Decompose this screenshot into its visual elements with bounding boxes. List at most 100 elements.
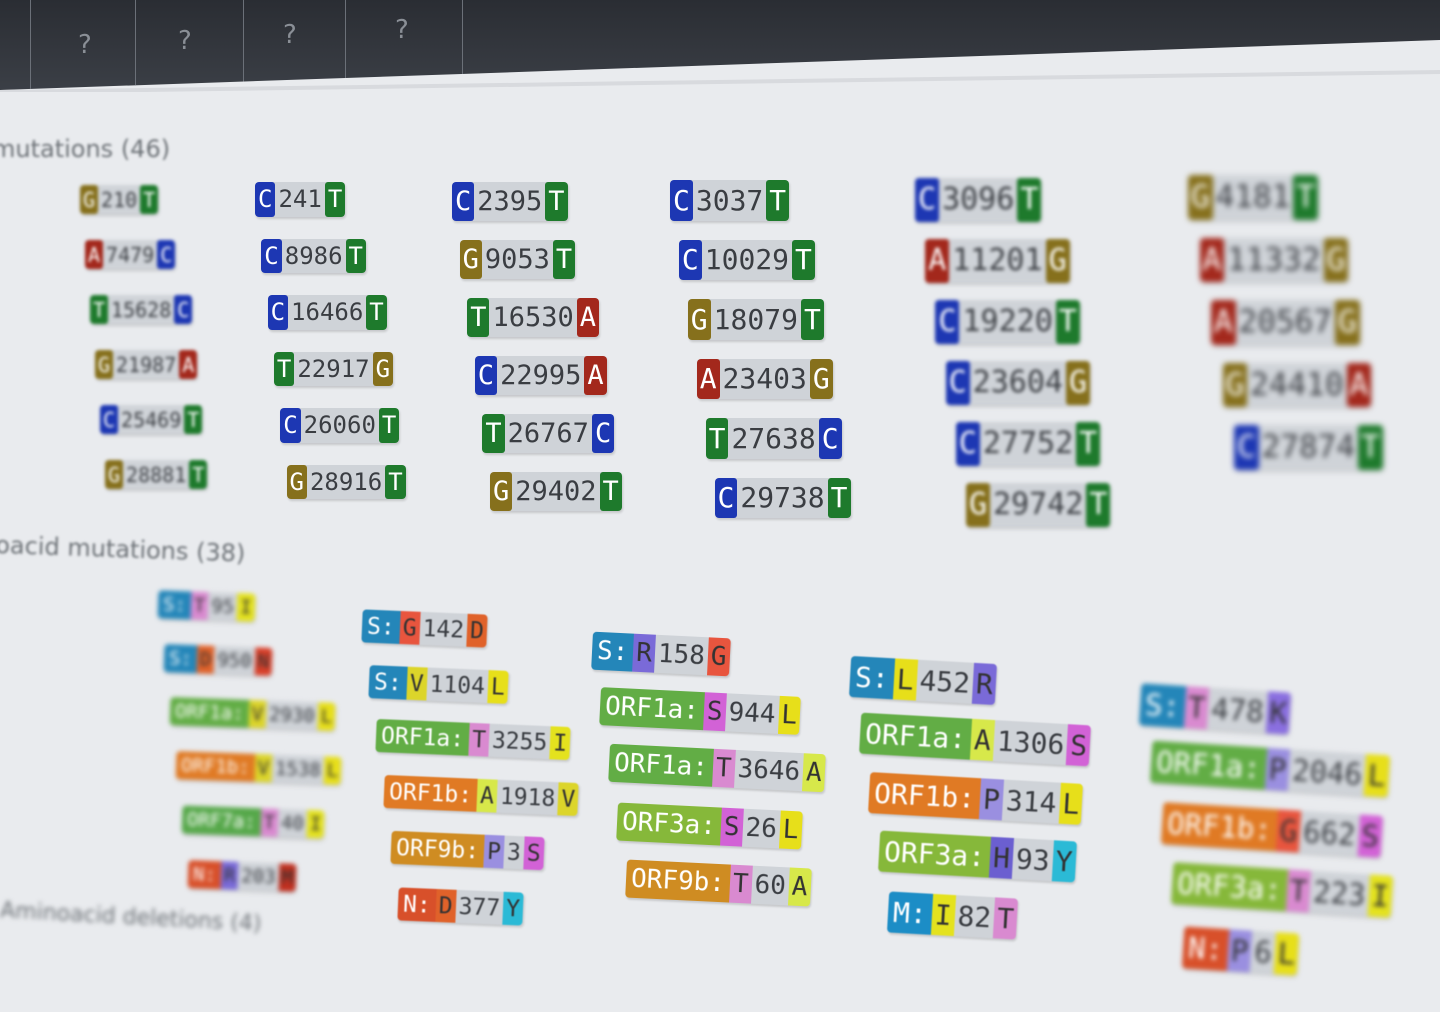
nucleotide-mutation-badge[interactable]: A 11332 G (1199, 237, 1349, 283)
alt-nucleotide: T (1358, 425, 1383, 470)
nucleotide-mutation-badge[interactable]: G 29742 T (966, 483, 1111, 527)
nucleotide-mutation-badge[interactable]: A 11201 G (925, 239, 1070, 283)
nucleotide-mutation-badge[interactable]: C 10029 T (678, 239, 815, 281)
position: 478 (1210, 691, 1265, 730)
aminoacid-mutation-badge[interactable]: N: P 6 L (1181, 926, 1300, 976)
ref-aminoacid: S (720, 807, 744, 846)
nucleotide-mutation-badge[interactable]: A 7479 C (85, 240, 176, 269)
nucleotide-mutation-badge[interactable]: C 23604 G (945, 361, 1091, 405)
nucleotide-mutation-badge[interactable]: G 4181 T (1188, 175, 1318, 220)
aminoacid-mutation-badge[interactable]: ORF7a: T 40 I (181, 805, 325, 839)
position: 944 (728, 697, 777, 730)
aminoacid-mutation-badge[interactable]: S: D 950 N (163, 644, 273, 676)
nucleotide-mutation-badge[interactable]: C 3096 T (915, 178, 1042, 222)
nucleotide-mutation-badge[interactable]: C 16466 T (267, 295, 387, 330)
aminoacid-mutation-badge[interactable]: S: G 142 D (361, 609, 488, 648)
nucleotide-mutation-badge[interactable]: C 27874 T (1234, 425, 1383, 470)
nucleotide-mutation-badge[interactable]: G 24410 A (1222, 362, 1372, 408)
aminoacid-mutation-badge[interactable]: ORF1b: P 314 L (868, 771, 1084, 825)
ref-aminoacid: S (703, 692, 727, 732)
aminoacid-mutation-badge[interactable]: S: T 95 I (157, 590, 256, 622)
alt-aminoacid: I (306, 809, 325, 839)
nucleotide-mutation-badge[interactable]: T 27638 C (705, 418, 842, 459)
aminoacid-mutation-badge[interactable]: ORF1a: P 2046 L (1149, 740, 1390, 798)
position: 15628 (111, 297, 172, 322)
aminoacid-mutation-badge[interactable]: S: L 452 R (848, 655, 998, 705)
ref-aminoacid: P (483, 835, 505, 870)
aminoacid-mutation-badge[interactable]: ORF1b: G 662 S (1160, 801, 1383, 858)
alt-nucleotide: G (1335, 300, 1360, 345)
nucleotide-mutation-badge[interactable]: C 241 T (255, 182, 346, 217)
gene-label: S: (163, 644, 198, 673)
nucleotide-mutation-badge[interactable]: G 9053 T (459, 240, 576, 280)
aminoacid-mutation-badge[interactable]: ORF9b: T 60 A (624, 859, 811, 906)
help-icon[interactable]: ? (395, 15, 409, 45)
alt-aminoacid: T (993, 897, 1019, 940)
aminoacid-mutation-badge[interactable]: ORF1a: T 3255 I (375, 719, 572, 761)
position: 210 (101, 187, 138, 212)
nucleotide-mutation-badge[interactable]: C 3037 T (670, 180, 790, 221)
aminoacid-mutation-badge[interactable]: S: V 1104 L (368, 664, 509, 704)
aminoacid-mutation-badge[interactable]: N: D 377 Y (397, 887, 524, 926)
nucleotide-mutation-badge[interactable]: A 23403 G (696, 358, 833, 400)
alt-nucleotide: T (140, 185, 159, 214)
position: 28916 (309, 467, 383, 496)
nucleotide-mutation-badge[interactable]: C 8986 T (261, 238, 366, 274)
nucleotide-mutation-badge[interactable]: C 2395 T (452, 182, 568, 222)
position: 28881 (126, 462, 187, 487)
ref-aminoacid: R (632, 633, 656, 673)
gene-label: S: (361, 609, 401, 645)
nucleotide-mutation-badge[interactable]: T 16530 A (467, 298, 599, 338)
position: 3037 (695, 183, 764, 217)
alt-aminoacid: Y (1051, 840, 1077, 883)
position: 377 (458, 893, 501, 922)
nucleotide-mutation-badge[interactable]: G 29402 T (490, 472, 622, 512)
help-icon[interactable]: ? (178, 26, 192, 56)
ref-nucleotide: A (696, 358, 720, 400)
aminoacid-mutation-badge[interactable]: ORF1b: A 1918 V (382, 774, 579, 817)
nucleotide-mutation-badge[interactable]: C 22995 A (474, 356, 607, 396)
ref-nucleotide: C (935, 300, 960, 344)
ref-aminoacid: G (1275, 809, 1302, 853)
aminoacid-mutation-badge[interactable]: ORF1a: V 2930 L (169, 697, 336, 731)
aminoacid-mutation-badge[interactable]: ORF1a: T 3646 A (608, 744, 826, 793)
nucleotide-mutation-badge[interactable]: G 28916 T (286, 464, 406, 500)
aminoacid-mutation-badge[interactable]: ORF1b: V 1538 L (175, 751, 342, 785)
position: 1918 (498, 783, 556, 812)
aminoacid-mutation-badge[interactable]: ORF1a: A 1306 S (858, 712, 1091, 766)
nucleotide-mutation-badge[interactable]: G 21987 A (95, 350, 198, 379)
alt-aminoacid: I (236, 593, 256, 622)
aminoacid-mutation-badge[interactable]: ORF3a: H 93 Y (877, 830, 1077, 883)
nucleotide-mutation-badge[interactable]: T 22917 G (273, 351, 394, 387)
aminoacid-mutation-badge[interactable]: ORF1a: S 944 L (599, 687, 802, 735)
nucleotide-mutation-badge[interactable]: C 27752 T (955, 422, 1101, 466)
position: 2930 (268, 703, 316, 727)
help-icon[interactable]: ? (78, 30, 92, 60)
ref-nucleotide: C (915, 178, 940, 222)
nucleotide-mutation-badge[interactable]: G 18079 T (687, 299, 824, 340)
position: 23403 (722, 362, 807, 396)
alt-nucleotide: T (345, 238, 366, 274)
nucleotide-mutation-badge[interactable]: T 26767 C (482, 414, 615, 454)
ref-nucleotide: A (1199, 237, 1225, 283)
nucleotide-mutation-badge[interactable]: C 26060 T (280, 408, 400, 443)
nucleotide-mutation-badge[interactable]: C 25469 T (100, 405, 203, 434)
nucleotide-mutation-badge[interactable]: G 28881 T (105, 460, 208, 489)
aminoacid-mutation-badge[interactable]: ORF3a: T 223 I (1171, 862, 1394, 919)
nucleotide-mutation-badge[interactable]: C 29738 T (714, 477, 851, 519)
help-icon[interactable]: ? (283, 20, 297, 50)
ref-aminoacid: T (1183, 686, 1210, 730)
ref-aminoacid: T (260, 808, 279, 837)
nucleotide-mutation-badge[interactable]: G 210 T (80, 185, 159, 214)
nucleotide-mutation-badge[interactable]: A 20567 G (1211, 300, 1360, 345)
position: 60 (753, 869, 787, 901)
nucleotide-mutation-badge[interactable]: C 19220 T (935, 300, 1080, 344)
aminoacid-mutation-badge[interactable]: ORF9b: P 3 S (390, 831, 545, 871)
nucleotide-mutation-badge[interactable]: T 15628 C (90, 295, 193, 324)
aminoacid-mutation-badge[interactable]: S: R 158 G (591, 631, 731, 677)
alt-nucleotide: T (1086, 483, 1111, 527)
aminoacid-mutation-badge[interactable]: ORF3a: S 26 L (616, 802, 803, 849)
aminoacid-mutation-badge[interactable]: N: R 203 M (187, 860, 297, 892)
aminoacid-mutation-badge[interactable]: M: I 82 T (887, 891, 1019, 940)
aminoacid-mutation-badge[interactable]: S: T 478 K (1138, 683, 1292, 735)
